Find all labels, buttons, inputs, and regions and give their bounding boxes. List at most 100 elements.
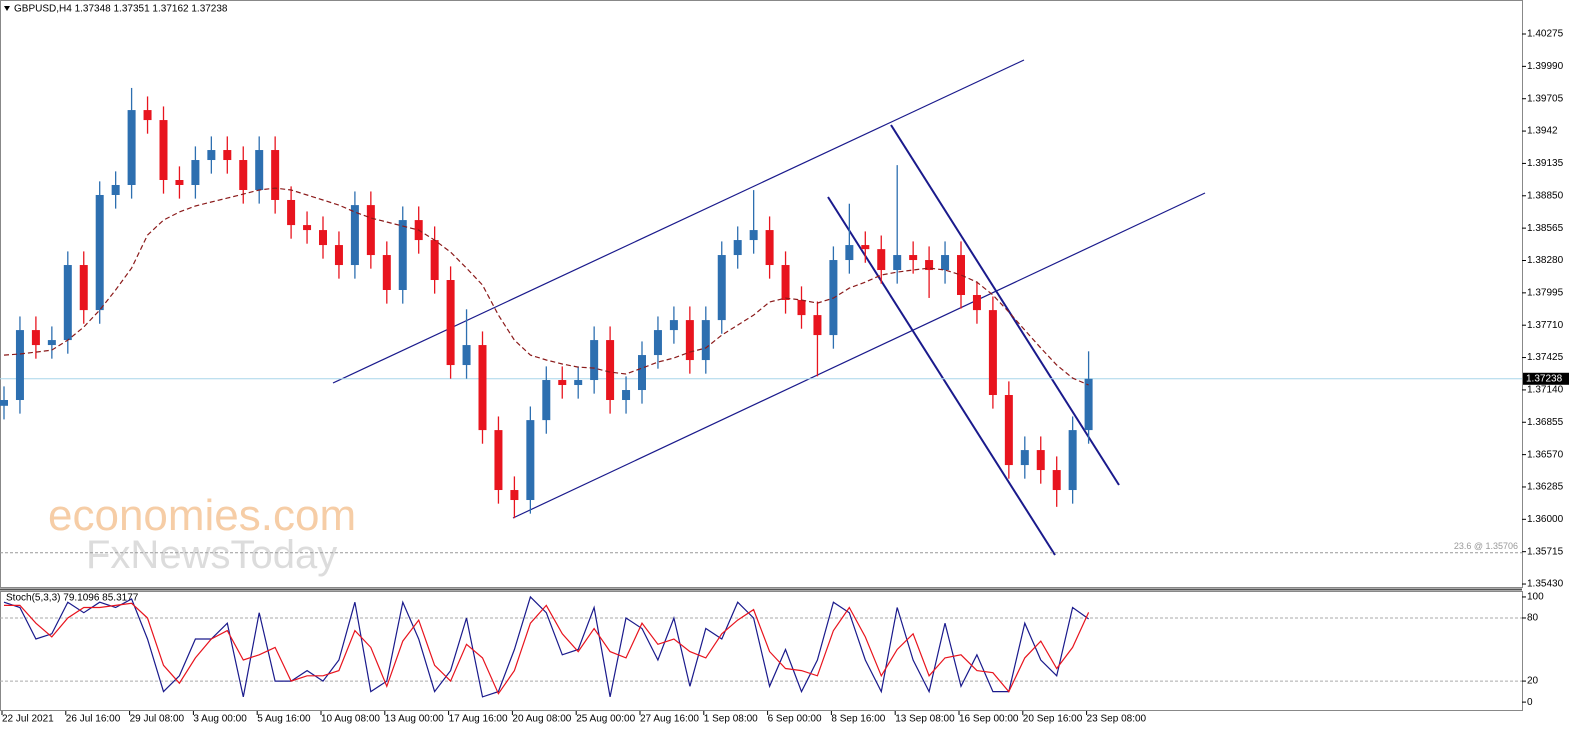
stoch-tick-label: 100 xyxy=(1527,592,1544,603)
candle-body xyxy=(1020,450,1029,466)
x-tick-label: 6 Sep 00:00 xyxy=(768,714,822,725)
y-tick-label: 1.39135 xyxy=(1527,158,1564,169)
candle-body xyxy=(574,380,583,386)
candle-body xyxy=(382,255,391,291)
candle-body xyxy=(223,150,232,161)
x-tick-label: 13 Sep 08:00 xyxy=(895,714,955,725)
candle-body xyxy=(781,265,790,300)
candle-body xyxy=(175,180,184,185)
candle-body xyxy=(510,490,519,501)
stoch-tick-label: 0 xyxy=(1527,697,1533,708)
moving-average xyxy=(3,187,1089,386)
candle-body xyxy=(861,245,870,250)
y-tick-label: 1.39705 xyxy=(1527,93,1564,104)
y-tick-label: 1.38280 xyxy=(1527,255,1564,266)
y-tick-label: 1.36570 xyxy=(1527,449,1564,460)
stoch-title: Stoch(5,3,3) 79.1096 85.3177 xyxy=(6,593,139,604)
x-tick-label: 25 Aug 00:00 xyxy=(576,714,635,725)
y-tick-label: 1.36855 xyxy=(1527,417,1564,428)
candle-body xyxy=(430,240,439,281)
y-tick-label: 1.3942 xyxy=(1527,126,1558,137)
y-tick-label: 1.39990 xyxy=(1527,61,1564,72)
candle-body xyxy=(941,255,950,271)
stoch-panel xyxy=(0,591,1523,711)
x-tick-label: 16 Sep 00:00 xyxy=(959,714,1019,725)
candle-body xyxy=(845,245,854,261)
price-label: 1.37238 xyxy=(1526,373,1563,384)
candle-body xyxy=(143,110,152,121)
y-tick-label: 1.37995 xyxy=(1527,287,1564,298)
candle-body xyxy=(765,230,774,266)
candle-body xyxy=(685,320,694,361)
y-tick-label: 1.36000 xyxy=(1527,514,1564,525)
candle-body xyxy=(526,420,535,501)
y-tick-label: 1.35715 xyxy=(1527,546,1564,557)
channel-line xyxy=(827,196,1056,556)
candle-body xyxy=(303,225,312,231)
stoch-main xyxy=(3,595,1089,698)
x-tick-label: 10 Aug 08:00 xyxy=(321,714,380,725)
candle-body xyxy=(494,430,503,491)
candle-body xyxy=(159,120,168,181)
candle-body xyxy=(63,265,72,341)
candle-body xyxy=(653,330,662,356)
candle-body xyxy=(15,330,24,401)
price-box xyxy=(1523,372,1569,385)
candle-body xyxy=(733,240,742,256)
candle-body xyxy=(909,255,918,261)
x-tick-label: 29 Jul 08:00 xyxy=(130,714,185,725)
stoch-signal xyxy=(4,602,1090,695)
channel-line xyxy=(890,124,1120,486)
candle-body xyxy=(558,380,567,386)
level-label: 23.6 @ 1.35706 xyxy=(1454,541,1518,551)
x-tick-label: 8 Sep 16:00 xyxy=(831,714,885,725)
x-tick-label: 20 Aug 08:00 xyxy=(512,714,571,725)
candle-body xyxy=(893,255,902,271)
candle-body xyxy=(127,110,136,185)
candle-body xyxy=(334,245,343,266)
candle-body xyxy=(366,205,375,256)
candle-body xyxy=(239,160,248,190)
candle-body xyxy=(1052,470,1061,491)
x-tick-label: 13 Aug 00:00 xyxy=(385,714,444,725)
candle-body xyxy=(255,150,264,190)
main-panel xyxy=(0,0,1523,588)
candle-body xyxy=(95,194,104,311)
y-tick-label: 1.37710 xyxy=(1527,320,1564,331)
x-tick-label: 17 Aug 16:00 xyxy=(449,714,508,725)
stoch-tick-label: 80 xyxy=(1527,613,1539,624)
candle-body xyxy=(31,330,40,346)
y-tick-label: 1.40275 xyxy=(1527,29,1564,40)
candle-body xyxy=(1036,450,1045,471)
candle-body xyxy=(398,220,407,291)
y-tick-label: 1.38850 xyxy=(1527,190,1564,201)
candle-body xyxy=(717,255,726,321)
candle-body xyxy=(1084,378,1093,431)
y-tick-label: 1.37140 xyxy=(1527,385,1564,396)
x-tick-label: 26 Jul 16:00 xyxy=(66,714,121,725)
candle-body xyxy=(590,340,599,381)
y-tick-label: 1.36285 xyxy=(1527,482,1564,493)
channel-line xyxy=(512,192,1206,519)
candle-body xyxy=(0,400,8,406)
candle-body xyxy=(350,205,359,266)
x-tick-label: 20 Sep 16:00 xyxy=(1023,714,1083,725)
candle-body xyxy=(957,255,965,295)
candle-body xyxy=(1068,430,1077,491)
x-tick-label: 27 Aug 16:00 xyxy=(640,714,699,725)
candle-body xyxy=(462,345,471,366)
y-tick-label: 1.37425 xyxy=(1527,352,1564,363)
candle-body xyxy=(446,280,455,366)
candle-body xyxy=(478,345,487,431)
candle-body xyxy=(622,390,631,401)
y-tick-label: 1.35430 xyxy=(1527,579,1564,590)
header-arrow xyxy=(4,6,10,11)
candle-body xyxy=(988,310,997,396)
candle-body xyxy=(207,150,216,161)
candle-body xyxy=(606,340,615,401)
watermark: FxNewsToday xyxy=(86,533,337,577)
stoch-tick-label: 20 xyxy=(1527,676,1539,687)
candle-body xyxy=(79,265,88,311)
candle-body xyxy=(749,230,758,241)
